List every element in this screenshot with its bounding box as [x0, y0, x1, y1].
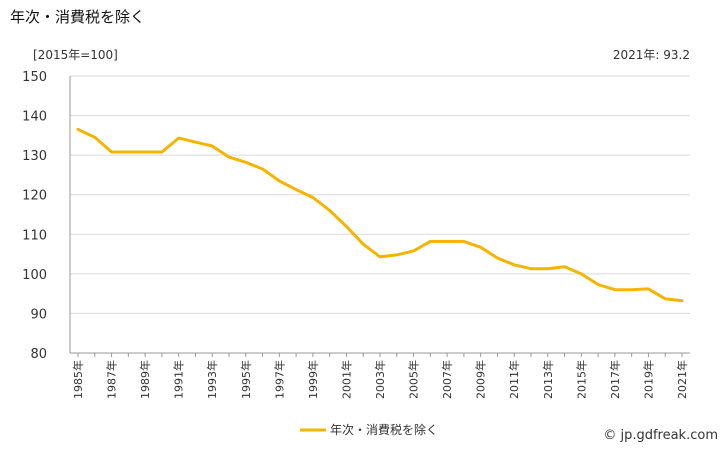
x-axis: 1985年 1987年 1989年 1991年 1993年 1995年 1997年 1999年… [70, 352, 690, 399]
x-tick-label: 1985年 [71, 360, 85, 399]
latest-value-label: 2021年: 93.2 [612, 48, 690, 62]
series-line [76, 127, 684, 303]
y-tick-label: 120 [22, 189, 47, 204]
x-tick-label: 2013年 [541, 360, 555, 399]
x-tick-label: 2011年 [507, 360, 521, 399]
y-tick-label: 140 [22, 110, 47, 125]
legend-label: 年次・消費税を除く [330, 422, 438, 437]
x-tick-label: 2017年 [608, 360, 622, 399]
x-tick-label: 2009年 [474, 360, 488, 399]
x-tick-label: 1995年 [239, 360, 253, 399]
x-tick-label: 2019年 [641, 360, 655, 399]
y-tick-label: 130 [22, 149, 47, 164]
x-tick-label: 1997年 [272, 360, 286, 399]
x-tick-label: 1991年 [172, 360, 186, 399]
y-tick-label: 110 [22, 228, 47, 243]
y-tick-label: 100 [22, 268, 47, 283]
y-tick-label: 90 [30, 307, 47, 322]
x-tick-label: 2007年 [440, 360, 454, 399]
y-tick-label: 150 [22, 70, 47, 85]
x-tick-label: 1989年 [138, 360, 152, 399]
y-axis-unit-label: [2015年=100] [33, 48, 118, 62]
x-tick-label: 2003年 [373, 360, 387, 399]
y-tick-label: 80 [30, 347, 47, 362]
x-tick-label: 1987年 [105, 360, 119, 399]
legend: 年次・消費税を除く [300, 422, 438, 437]
x-tick-label: 2001年 [339, 360, 353, 399]
x-tick-label: 2015年 [574, 360, 588, 399]
y-tick-labels: 80 90 100 110 120 130 140 150 [22, 70, 47, 362]
chart-title: 年次・消費税を除く [10, 8, 146, 26]
x-tick-label: 2005年 [407, 360, 421, 399]
x-tick-label: 1993年 [205, 360, 219, 399]
series-layer [76, 127, 684, 303]
x-tick-label: 1999年 [306, 360, 320, 399]
grid-lines [69, 75, 690, 354]
source-credit: © jp.gdfreak.com [603, 428, 718, 443]
x-tick-label: 2021年 [675, 360, 689, 399]
